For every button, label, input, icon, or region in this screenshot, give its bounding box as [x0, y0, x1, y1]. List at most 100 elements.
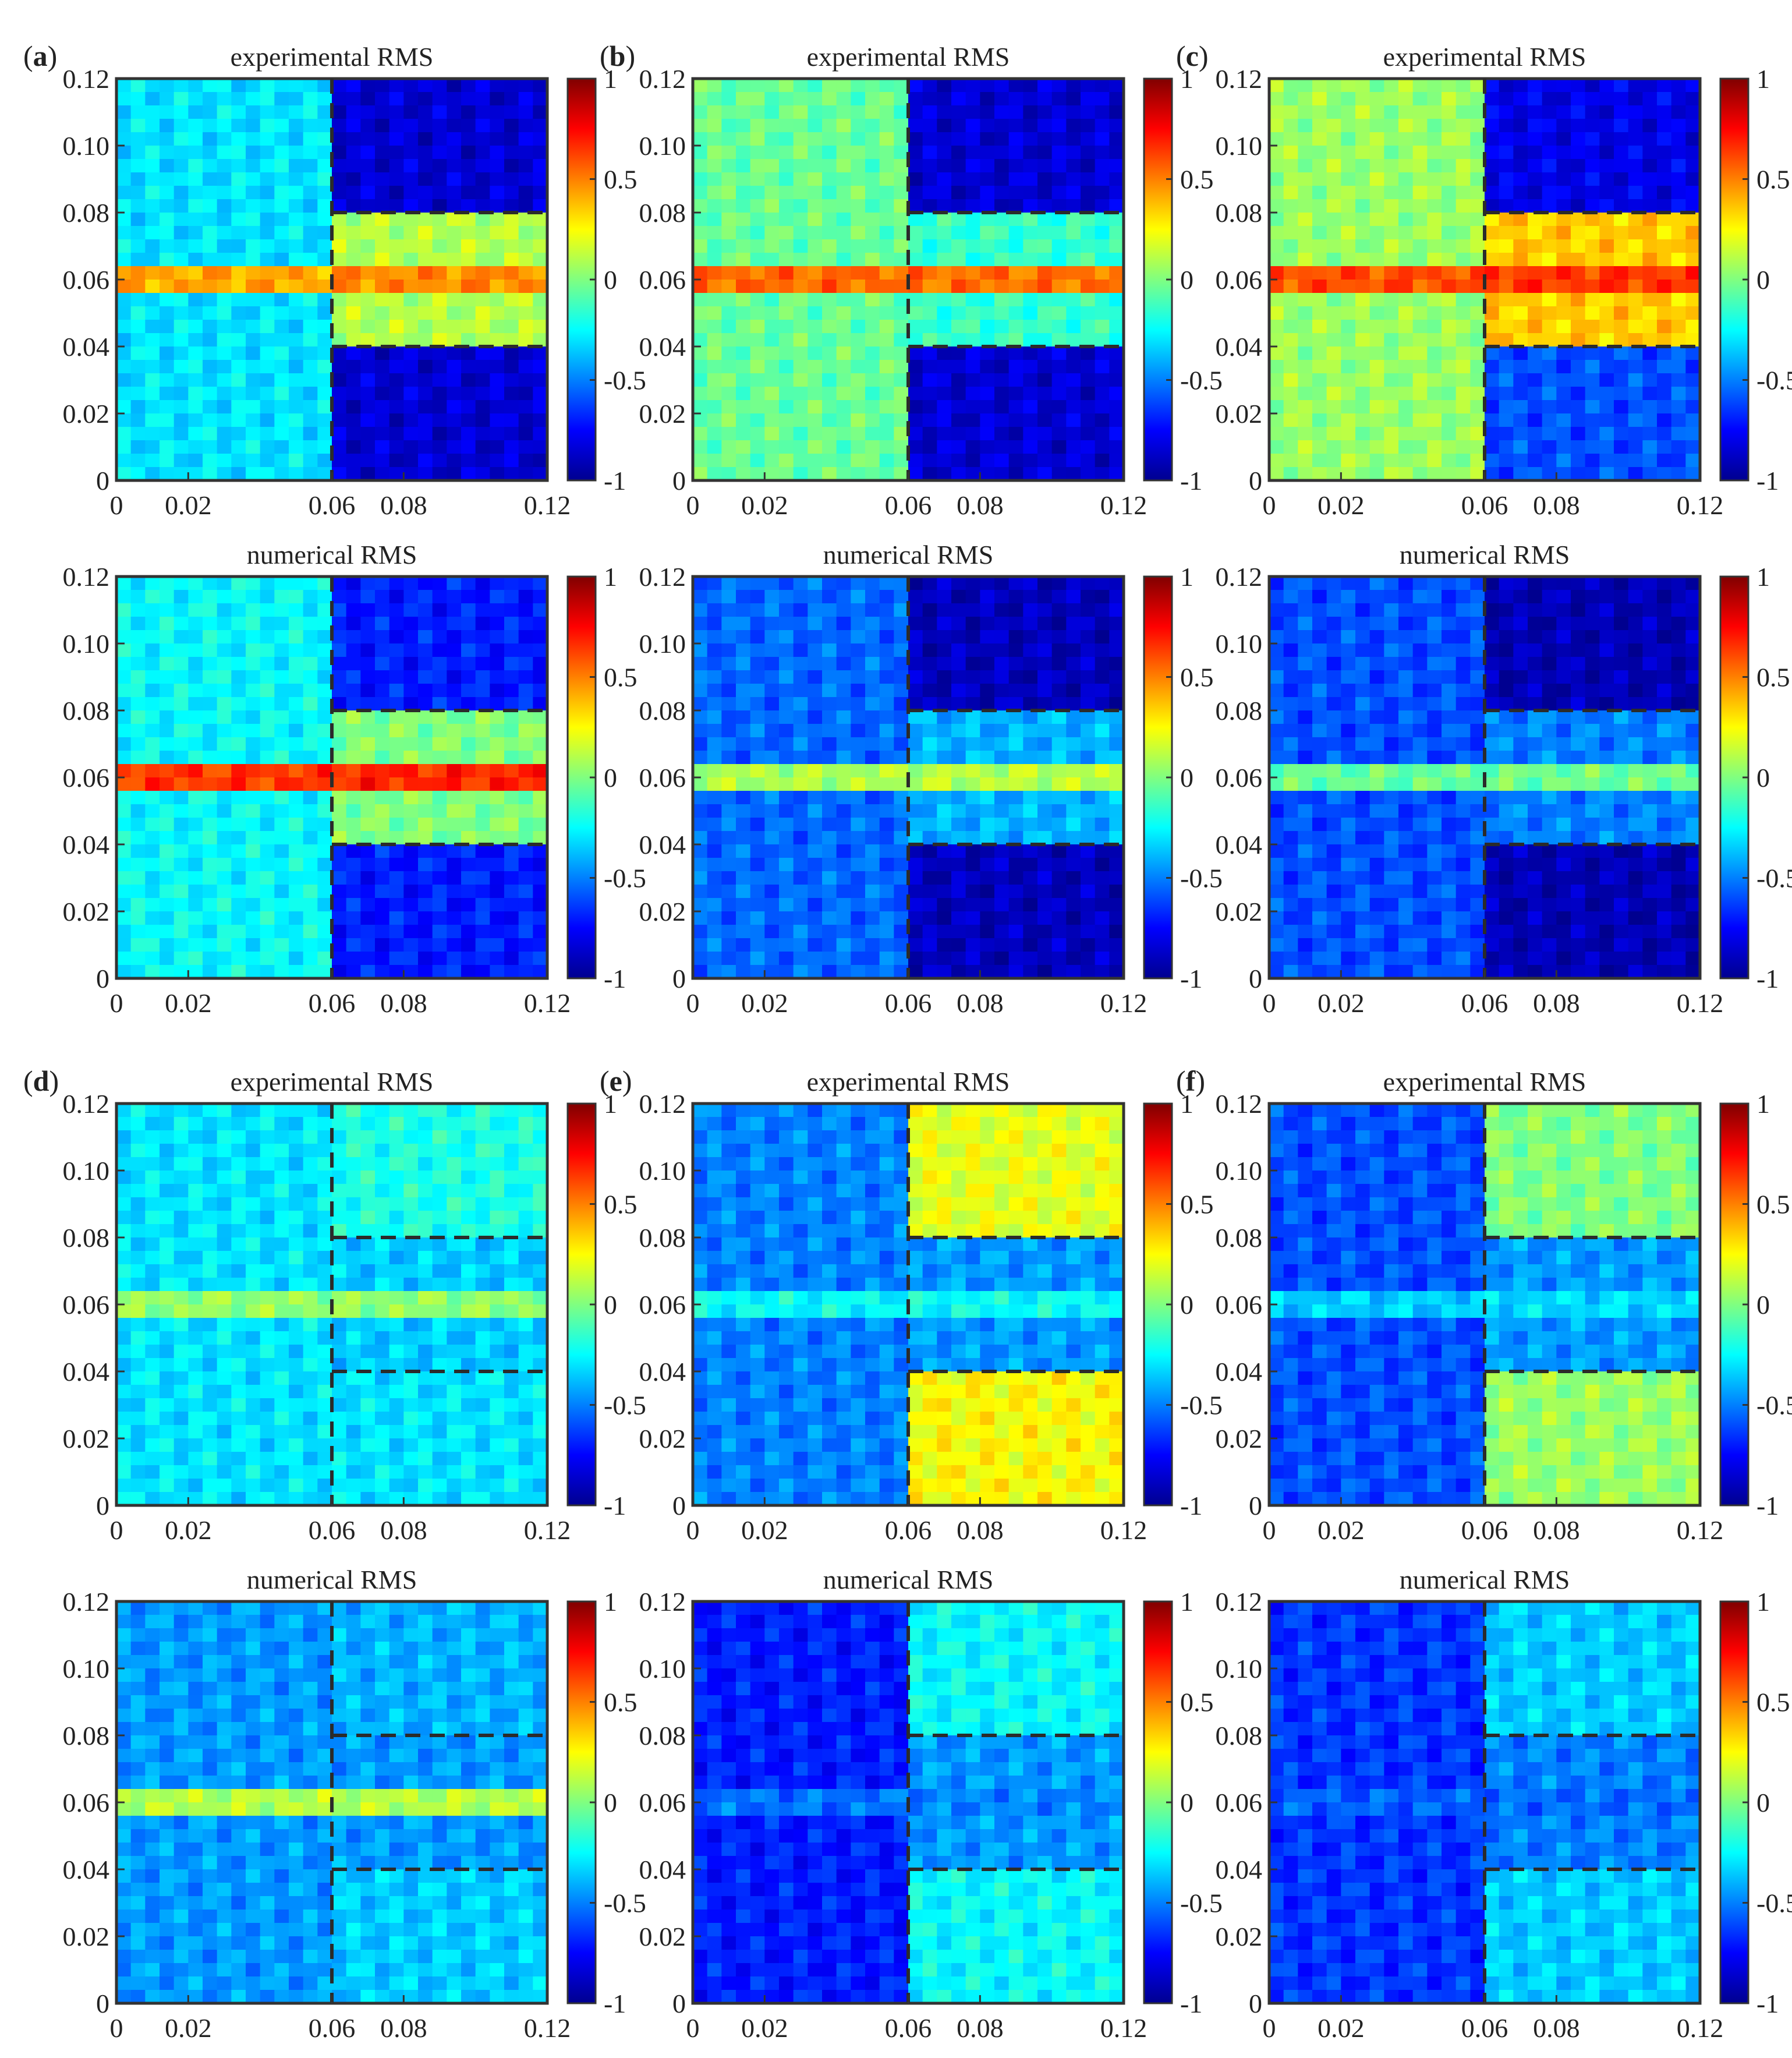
heatmap-cell	[822, 965, 837, 979]
heatmap-cell	[1513, 172, 1528, 186]
heatmap-cell	[1269, 911, 1284, 925]
heatmap-cell	[346, 440, 361, 454]
heatmap-cell	[231, 172, 246, 186]
heatmap-cell	[504, 293, 519, 307]
heatmap-cell	[1355, 132, 1370, 146]
heatmap-cell	[160, 226, 175, 240]
heatmap-cell	[908, 737, 923, 751]
heatmap-cell	[461, 467, 476, 481]
heatmap-cell	[994, 871, 1010, 885]
heatmap-cell	[332, 306, 347, 320]
heatmap-cell	[130, 885, 146, 899]
heatmap-cell	[375, 938, 390, 952]
heatmap-cell	[403, 764, 419, 778]
heatmap-cell	[274, 427, 289, 441]
heatmap-cell	[836, 467, 851, 481]
heatmap-cell	[490, 657, 505, 671]
heatmap-cell	[518, 132, 533, 146]
colorbar-tick-label: 0.5	[604, 165, 638, 195]
heatmap-cell	[1369, 965, 1384, 979]
heatmap-cell	[1095, 885, 1110, 899]
heatmap-cell	[475, 239, 490, 253]
heatmap-cell	[922, 146, 937, 160]
heatmap-cell	[1283, 172, 1298, 186]
heatmap-cell	[447, 280, 462, 294]
heatmap-cell	[116, 898, 132, 912]
heatmap-cell	[1269, 266, 1284, 280]
heatmap-cell	[836, 938, 851, 952]
heatmap-cell	[418, 697, 433, 711]
heatmap-cell	[1585, 239, 1600, 253]
heatmap-cell	[360, 898, 376, 912]
heatmap-cell	[750, 643, 765, 657]
heatmap-cell	[332, 346, 347, 360]
heatmap-cell	[736, 590, 751, 604]
heatmap-cell	[1109, 603, 1124, 617]
heatmap-cell	[246, 440, 261, 454]
heatmap-cell	[736, 360, 751, 374]
heatmap-cell	[1369, 858, 1384, 872]
heatmap-cell	[260, 320, 275, 334]
heatmap-cell	[246, 577, 261, 590]
heatmap-cell	[360, 239, 376, 253]
heatmap-cell	[475, 603, 490, 617]
heatmap-cell	[980, 603, 995, 617]
heatmap-cell	[231, 333, 246, 347]
heatmap-cell	[173, 333, 189, 347]
heatmap-cell	[951, 440, 966, 454]
heatmap-cell	[1312, 253, 1327, 267]
heatmap-cell	[1499, 454, 1514, 468]
heatmap-cell	[922, 132, 937, 146]
heatmap-cell	[1109, 226, 1124, 240]
heatmap-cell	[1095, 911, 1110, 925]
heatmap-cell	[475, 333, 490, 347]
heatmap-cell	[1599, 293, 1614, 307]
heatmap-cell	[865, 427, 880, 441]
heatmap-cell	[432, 467, 447, 481]
heatmap-cell	[1398, 266, 1414, 280]
heatmap-cell	[360, 159, 376, 173]
heatmap-cell	[160, 724, 175, 738]
heatmap-cell	[822, 186, 837, 200]
heatmap-cell	[461, 657, 476, 671]
heatmap-cell	[375, 346, 390, 360]
heatmap-cell	[822, 387, 837, 401]
heatmap-cell	[1095, 965, 1110, 979]
heatmap-cell	[1657, 413, 1672, 427]
heatmap-cell	[447, 804, 462, 818]
heatmap-cell	[289, 454, 304, 468]
heatmap-cell	[1384, 858, 1399, 872]
heatmap-cell	[1412, 306, 1428, 320]
heatmap-cell	[533, 777, 548, 791]
heatmap-cell	[1671, 293, 1686, 307]
heatmap-cell	[965, 213, 980, 227]
heatmap-cell	[1513, 186, 1528, 200]
heatmap-cell	[188, 320, 203, 334]
heatmap-cell	[1008, 226, 1024, 240]
heatmap-cell	[1095, 657, 1110, 671]
heatmap-cell	[1412, 159, 1428, 173]
heatmap-cell	[1051, 92, 1067, 106]
heatmap-cell	[1369, 360, 1384, 374]
heatmap-cell	[317, 172, 332, 186]
heatmap-cell	[1008, 643, 1024, 657]
heatmap-cell	[736, 172, 751, 186]
heatmap-cell	[707, 670, 722, 684]
heatmap-cell	[145, 577, 160, 590]
heatmap-cell	[1109, 844, 1124, 858]
heatmap-cell	[1470, 293, 1485, 307]
heatmap-cell	[937, 239, 952, 253]
heatmap-cell	[779, 577, 794, 590]
heatmap-cell	[1398, 320, 1414, 334]
heatmap-cell	[360, 871, 376, 885]
heatmap-cell	[203, 226, 218, 240]
heatmap-cell	[1298, 387, 1313, 401]
heatmap-cell	[965, 630, 980, 644]
heatmap-cell	[173, 965, 189, 979]
heatmap-cell	[1051, 630, 1067, 644]
heatmap-cell	[1037, 844, 1053, 858]
heatmap-cell	[1326, 670, 1341, 684]
heatmap-cell	[1109, 938, 1124, 952]
heatmap-cell	[736, 764, 751, 778]
heatmap-cell	[980, 239, 995, 253]
